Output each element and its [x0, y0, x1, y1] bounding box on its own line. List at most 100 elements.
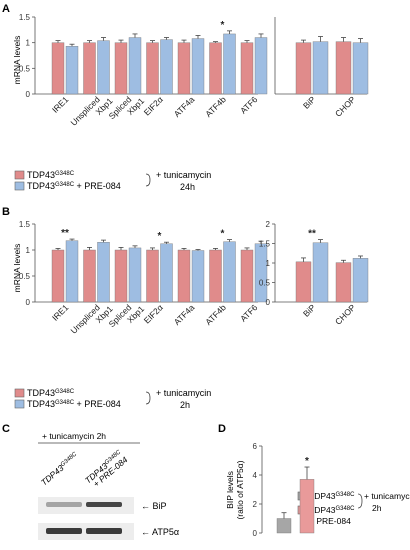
blot-band-atp5-lane-2	[86, 528, 122, 534]
y-tick-label-a-left: 0	[26, 90, 31, 99]
duration-label-a: 24h	[180, 182, 195, 192]
bar-b-right-treated	[312, 242, 329, 303]
treatment-label-a: + tunicamycin	[156, 170, 211, 180]
blot-band-atp5-lane-1	[46, 528, 82, 534]
blot-band-bip-lane-1	[46, 502, 82, 507]
x-tick-label-a-left: ATF4b	[203, 94, 228, 119]
treatment-label-d: + tunicamycin	[364, 491, 410, 501]
legend-swatch-control-a	[14, 170, 25, 180]
bar-a-left-treated	[65, 46, 79, 95]
bar-b-left-treated	[128, 247, 142, 303]
bar-a-right-treated	[312, 41, 329, 95]
legend-brace-a	[145, 173, 151, 187]
x-tick-label-a-right: BiP	[301, 94, 318, 111]
x-tick-label-b-left: ATF4b	[203, 302, 228, 327]
bar-b-left-treated	[97, 241, 110, 303]
x-tick-label-b-left: IRE1	[50, 302, 71, 323]
bar-a-left-treated	[223, 33, 236, 95]
y-tick-label-b-right: 0	[266, 298, 271, 307]
bar-a-left-control	[177, 42, 191, 95]
bar-a-left-treated	[254, 37, 268, 95]
bar-b-left-treated	[254, 243, 268, 303]
legend-brace-b	[145, 391, 151, 405]
legend-entry-control-d: TDP43G348C	[309, 491, 355, 501]
x-tick-label-a-left: ATF6	[238, 94, 260, 116]
blot-band-bip-lane-2	[86, 502, 122, 507]
bar-b-left-control	[51, 249, 65, 303]
y-tick-label-a-left: 1	[26, 39, 31, 48]
y-axis-label-a: mRNA levels	[12, 36, 22, 85]
legend-entry-control-a: TDP43G348C	[27, 170, 75, 180]
significance-a-left: *	[221, 20, 225, 31]
bar-b-left-control	[209, 249, 222, 303]
lane-label-2: TDP43G348C+ PRE-084	[83, 448, 130, 491]
bar-a-left-treated	[128, 37, 142, 95]
y-tick-label-a-left: 1.5	[19, 13, 31, 22]
bar-a-left-control	[209, 42, 222, 95]
y-tick-label-b-left: 0.5	[19, 272, 31, 281]
x-tick-label-b-right: CHOP	[333, 302, 358, 327]
bar-a-left-treated	[191, 38, 205, 95]
x-tick-label-b-left: ATF6	[238, 302, 260, 324]
bar-b-left-treated	[160, 243, 173, 303]
legend-swatch-treated-b	[14, 399, 25, 409]
y-axis-label-d-line1: BIP levels	[225, 471, 235, 509]
x-tick-label-b-left: SplicedXbp1	[107, 296, 147, 336]
y-tick-label-b-right: 0.5	[259, 279, 271, 288]
bar-b-left-control	[240, 249, 254, 303]
x-tick-label-a-left: EIF2α	[142, 94, 165, 117]
lane-label-1: TDP43G348C	[39, 450, 81, 487]
y-tick-label-b-left: 0	[26, 298, 31, 307]
duration-label-b: 2h	[180, 400, 190, 410]
x-tick-label-a-left: ATF4a	[172, 94, 197, 119]
bar-b-left-control	[177, 249, 191, 303]
bar-d-bip	[276, 518, 292, 534]
bar-b-left-control	[83, 249, 96, 303]
x-tick-label-a-left: IRE1	[50, 94, 71, 115]
y-axis-label-b: mRNA levels	[12, 244, 22, 293]
bar-b-right-treated	[352, 258, 369, 303]
y-tick-label-d: 2	[253, 500, 258, 509]
bar-a-left-control	[114, 42, 128, 95]
bar-b-left-treated	[191, 250, 205, 303]
bar-a-left-control	[51, 42, 65, 95]
legend-entry-treated-a: TDP43G348C + PRE-084	[27, 181, 121, 191]
bar-a-left-control	[240, 42, 254, 95]
bar-a-left-control	[146, 42, 159, 95]
bar-a-right-control	[295, 42, 312, 95]
y-tick-label-b-right: 1	[266, 259, 271, 268]
y-tick-label-d: 0	[253, 529, 258, 538]
legend-swatch-control-b	[14, 388, 25, 398]
y-tick-label-b-right: 1.5	[259, 240, 271, 249]
bar-b-right-control	[295, 261, 312, 303]
band-label-bip: ← BiP	[141, 501, 167, 511]
panel-label-d: D	[218, 423, 226, 435]
significance-d: *	[305, 456, 309, 467]
bar-b-left-treated	[65, 240, 79, 303]
bar-a-left-treated	[97, 40, 110, 95]
significance-b-left: **	[61, 228, 69, 239]
bar-a-left-control	[83, 42, 96, 95]
legend-entry-control-b: TDP43G348C	[27, 388, 75, 398]
bar-b-left-treated	[223, 241, 236, 303]
y-tick-label-d: 4	[253, 471, 258, 480]
legend-entry-treated-d-line2: + PRE-084	[309, 516, 351, 526]
duration-label-d: 2h	[372, 503, 382, 513]
legend-brace-d	[357, 493, 363, 509]
bar-a-left-treated	[160, 39, 173, 95]
x-tick-label-b-left: EIF2α	[142, 302, 165, 325]
x-tick-label-b-left: ATF4a	[172, 302, 197, 327]
legend-entry-treated-b: TDP43G348C + PRE-084	[27, 399, 121, 409]
blot-header: + tunicamycin 2h	[42, 431, 106, 441]
legend-entry-treated-d: TDP43G348C	[309, 505, 355, 515]
bar-a-right-treated	[352, 42, 369, 95]
panel-label-c: C	[2, 423, 10, 435]
panel-label-b: B	[2, 206, 10, 218]
y-axis-label-d-line2: (ratio of ATP5α)	[235, 460, 245, 519]
x-tick-label-a-right: CHOP	[333, 94, 358, 119]
significance-b-left: *	[221, 229, 225, 240]
bar-b-left-control	[146, 249, 159, 303]
bar-b-left-control	[114, 249, 128, 303]
panel-label-a: A	[2, 3, 10, 15]
x-tick-label-a-left: SplicedXbp1	[107, 88, 147, 128]
